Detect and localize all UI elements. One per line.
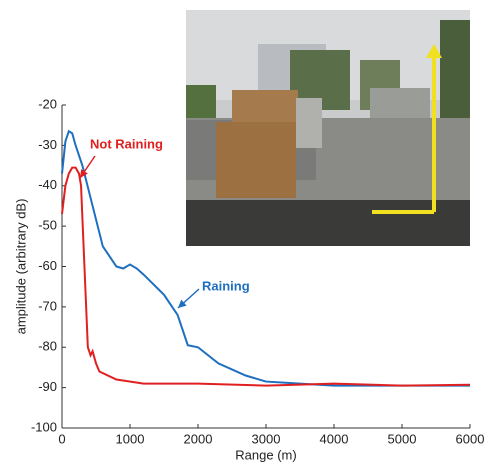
photo-inset bbox=[186, 10, 470, 246]
y-tick-label: -30 bbox=[38, 137, 57, 152]
y-tick-label: -70 bbox=[38, 298, 57, 313]
y-tick-label: -90 bbox=[38, 379, 57, 394]
y-tick-label: -20 bbox=[38, 96, 57, 111]
x-tick-label: 1000 bbox=[116, 431, 145, 446]
y-tick-label: -100 bbox=[31, 419, 57, 434]
annotation: Raining bbox=[202, 278, 250, 293]
data-line bbox=[61, 166, 471, 387]
x-tick-label: 0 bbox=[58, 431, 65, 446]
annotation: Not Raining bbox=[90, 136, 163, 151]
x-tick-label: 5000 bbox=[388, 431, 417, 446]
y-tick-label: -50 bbox=[38, 218, 57, 233]
y-axis-label: amplitude (arbitrary dB) bbox=[13, 199, 28, 335]
x-tick-label: 2000 bbox=[184, 431, 213, 446]
arrow-head bbox=[178, 299, 187, 308]
x-axis-label: Range (m) bbox=[235, 447, 296, 462]
data-line bbox=[61, 129, 470, 387]
x-tick-label: 3000 bbox=[252, 431, 281, 446]
arrow-head bbox=[80, 169, 88, 178]
y-tick-label: -40 bbox=[38, 177, 57, 192]
y-tick-label: -80 bbox=[38, 339, 57, 354]
x-tick-label: 6000 bbox=[456, 431, 484, 446]
y-tick-label: -60 bbox=[38, 258, 57, 273]
x-tick-label: 4000 bbox=[320, 431, 349, 446]
